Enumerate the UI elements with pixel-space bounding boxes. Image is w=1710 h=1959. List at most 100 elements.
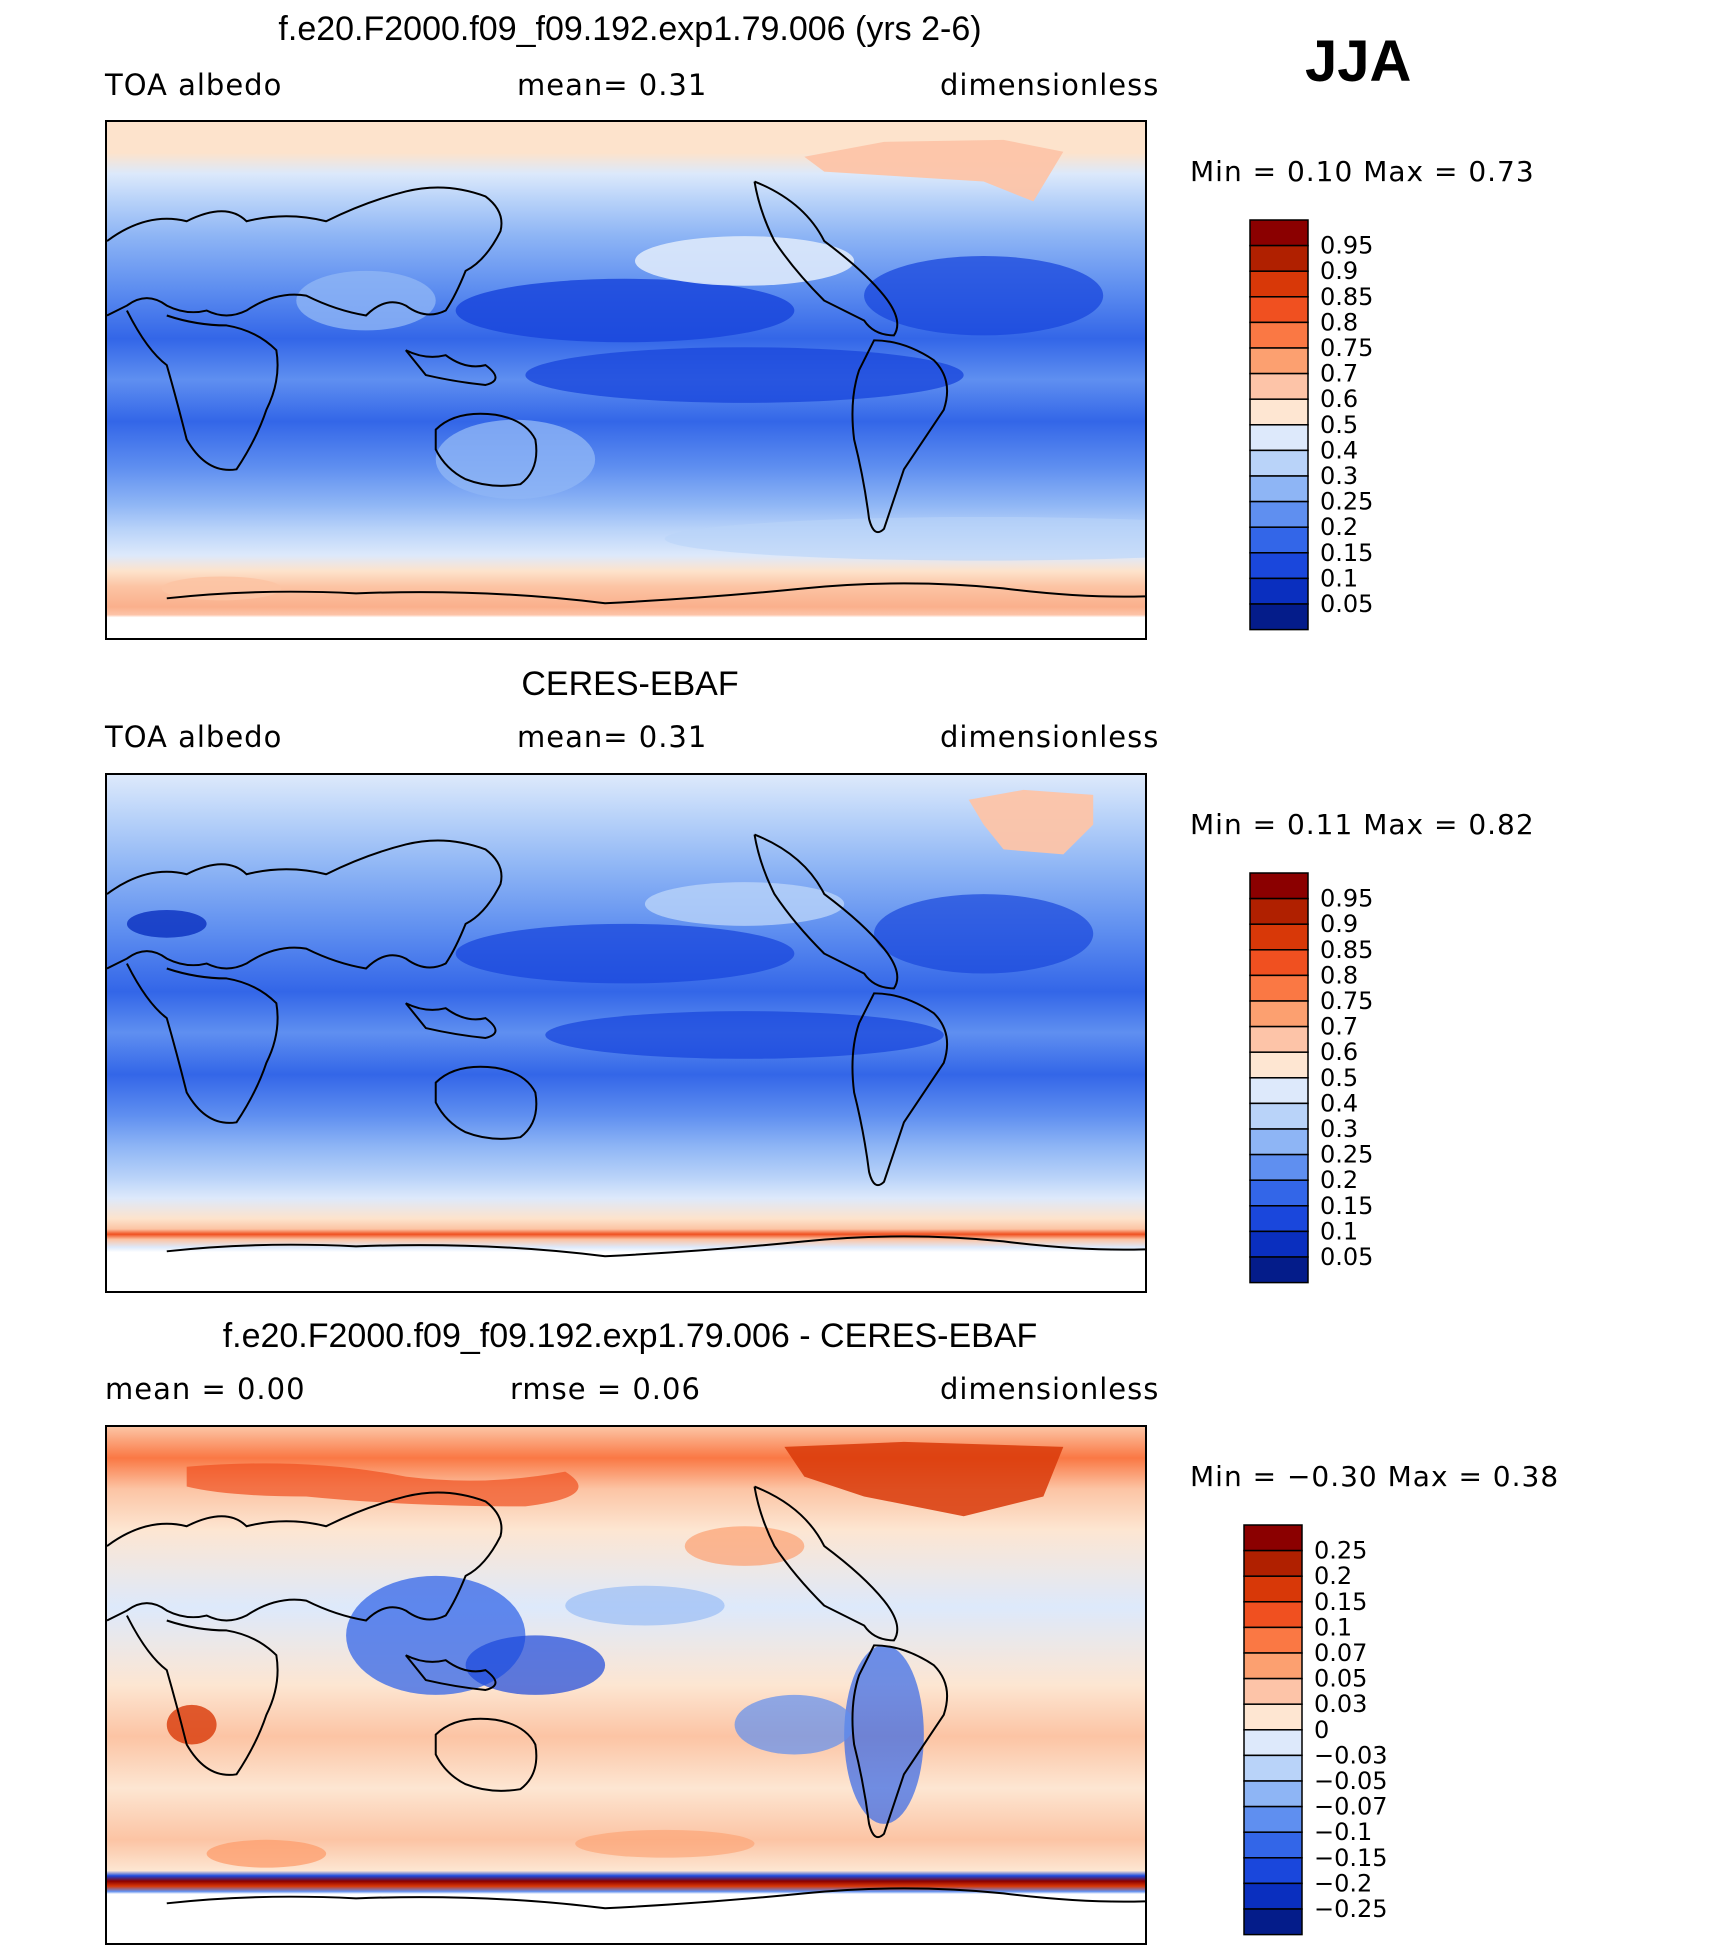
colorbar-tick-label: −0.03 <box>1314 1741 1388 1769</box>
panel2-map <box>105 773 1147 1293</box>
colorbar-tick-label: 0.15 <box>1320 1192 1373 1220</box>
panel2-colorbar: 0.95 0.9 0.85 0.8 0.75 0.7 0.6 0.5 0.4 0.3 0.25 0.2… <box>1249 872 1430 1307</box>
panel3-title: f.e20.F2000.f09_f09.192.exp1.79.006 - CE… <box>222 1317 1038 1355</box>
panel1-variable-label: TOA albedo <box>105 68 283 102</box>
colorbar-tick-label: 0.3 <box>1320 1115 1358 1143</box>
colorbar-tick-label: 0.8 <box>1320 308 1358 336</box>
colorbar-swatch <box>1249 1128 1309 1156</box>
colorbar-swatch <box>1243 1780 1303 1808</box>
colorbar-swatch <box>1249 1077 1309 1105</box>
colorbar-tick-label: 0.2 <box>1314 1562 1352 1590</box>
colorbar-swatch <box>1243 1831 1303 1859</box>
colorbar-swatch <box>1243 1908 1303 1936</box>
colorbar-swatch <box>1249 244 1309 272</box>
colorbar-swatch <box>1249 1000 1309 1028</box>
colorbar-tick-label: 0.1 <box>1314 1613 1352 1641</box>
colorbar-tick-label: −0.05 <box>1314 1767 1388 1795</box>
panel2-units-label: dimensionless <box>940 720 1160 754</box>
colorbar-tick-label: −0.2 <box>1314 1869 1372 1897</box>
colorbar-tick-label: 0.6 <box>1320 1038 1358 1066</box>
colorbar-swatch <box>1243 1754 1303 1782</box>
colorbar-tick-label: 0.4 <box>1320 436 1358 464</box>
colorbar-swatch <box>1243 1729 1303 1757</box>
colorbar-swatch <box>1249 923 1309 951</box>
colorbar-swatch <box>1249 1025 1309 1053</box>
colorbar-swatch <box>1243 1677 1303 1705</box>
panel2-mean-label: mean= 0.31 <box>517 720 708 754</box>
colorbar-tick-label: 0.8 <box>1320 961 1358 989</box>
colorbar-swatch <box>1249 603 1309 631</box>
colorbar-swatch <box>1249 1051 1309 1079</box>
panel2-minmax: Min = 0.11 Max = 0.82 <box>1190 808 1535 841</box>
colorbar-swatch <box>1243 1652 1303 1680</box>
colorbar-tick-label: 0.1 <box>1320 1217 1358 1245</box>
colorbar-tick-label: 0.7 <box>1320 360 1358 388</box>
colorbar-tick-label: 0.05 <box>1314 1665 1367 1693</box>
colorbar-tick-label: −0.15 <box>1314 1844 1388 1872</box>
colorbar-tick-label: −0.25 <box>1314 1895 1388 1923</box>
panel3-mean-label: mean = 0.00 <box>105 1372 306 1406</box>
panel1-minmax: Min = 0.10 Max = 0.73 <box>1190 155 1535 188</box>
colorbar-swatch <box>1243 1524 1303 1552</box>
colorbar-swatch <box>1243 1805 1303 1833</box>
colorbar-swatch <box>1249 1179 1309 1207</box>
colorbar-tick-label: 0.15 <box>1314 1588 1367 1616</box>
colorbar-swatch <box>1249 321 1309 349</box>
colorbar-tick-label: 0.9 <box>1320 257 1358 285</box>
colorbar-swatch <box>1243 1549 1303 1577</box>
colorbar-swatch <box>1243 1857 1303 1885</box>
colorbar-tick-label: 0 <box>1314 1716 1329 1744</box>
panel3-rmse-label: rmse = 0.06 <box>510 1372 701 1406</box>
colorbar-tick-label: 0.75 <box>1320 334 1373 362</box>
panel3-map <box>105 1425 1147 1945</box>
colorbar-tick-label: 0.2 <box>1320 513 1358 541</box>
colorbar-tick-label: 0.25 <box>1320 1141 1373 1169</box>
colorbar-tick-label: 0.05 <box>1320 590 1373 618</box>
colorbar-tick-label: 0.7 <box>1320 1013 1358 1041</box>
colorbar-swatch <box>1243 1626 1303 1654</box>
panel2-title: CERES-EBAF <box>521 665 739 703</box>
colorbar-tick-label: 0.9 <box>1320 910 1358 938</box>
colorbar-tick-label: 0.95 <box>1320 232 1373 260</box>
colorbar-swatch <box>1249 974 1309 1002</box>
colorbar-swatch <box>1249 296 1309 324</box>
colorbar-swatch <box>1243 1882 1303 1910</box>
colorbar-tick-label: 0.25 <box>1314 1537 1367 1565</box>
panel1-mean-label: mean= 0.31 <box>517 68 708 102</box>
panel1-units-label: dimensionless <box>940 68 1160 102</box>
colorbar-tick-label: 0.5 <box>1320 1064 1358 1092</box>
colorbar-tick-label: 0.15 <box>1320 539 1373 567</box>
panel1-colorbar: 0.95 0.9 0.85 0.8 0.75 0.7 0.6 0.5 0.4 0.3 0.25 0.2… <box>1249 219 1430 654</box>
colorbar-tick-label: 0.05 <box>1320 1243 1373 1271</box>
colorbar-swatch <box>1249 1205 1309 1233</box>
colorbar-swatch <box>1243 1601 1303 1629</box>
panel3-colorbar: 0.25 0.2 0.15 0.1 0.07 0.05 0.03 0 −0.03 −0.05 −0.… <box>1243 1524 1424 1959</box>
colorbar-swatch <box>1249 1102 1309 1130</box>
colorbar-swatch <box>1249 219 1309 247</box>
season-label: JJA <box>1305 29 1412 94</box>
colorbar-swatch <box>1249 577 1309 605</box>
panel3-units-label: dimensionless <box>940 1372 1160 1406</box>
colorbar-tick-label: 0.85 <box>1320 283 1373 311</box>
colorbar-swatch <box>1243 1703 1303 1731</box>
colorbar-tick-label: 0.03 <box>1314 1690 1367 1718</box>
panel3-minmax: Min = −0.30 Max = 0.38 <box>1190 1460 1560 1493</box>
colorbar-swatch <box>1249 372 1309 400</box>
colorbar-swatch <box>1249 526 1309 554</box>
colorbar-tick-label: 0.75 <box>1320 987 1373 1015</box>
colorbar-tick-label: 0.2 <box>1320 1166 1358 1194</box>
colorbar-tick-label: −0.1 <box>1314 1818 1372 1846</box>
colorbar-tick-label: 0.1 <box>1320 564 1358 592</box>
panel1-map <box>105 120 1147 640</box>
colorbar-swatch <box>1249 500 1309 528</box>
panel1-title: f.e20.F2000.f09_f09.192.exp1.79.006 (yrs… <box>278 10 982 48</box>
colorbar-swatch <box>1249 424 1309 452</box>
colorbar-swatch <box>1249 552 1309 580</box>
colorbar-tick-label: 0.85 <box>1320 936 1373 964</box>
colorbar-swatch <box>1249 449 1309 477</box>
colorbar-swatch <box>1249 872 1309 900</box>
colorbar-swatch <box>1249 270 1309 298</box>
colorbar-tick-label: −0.07 <box>1314 1793 1388 1821</box>
colorbar-swatch <box>1249 1256 1309 1284</box>
colorbar-swatch <box>1249 1153 1309 1181</box>
